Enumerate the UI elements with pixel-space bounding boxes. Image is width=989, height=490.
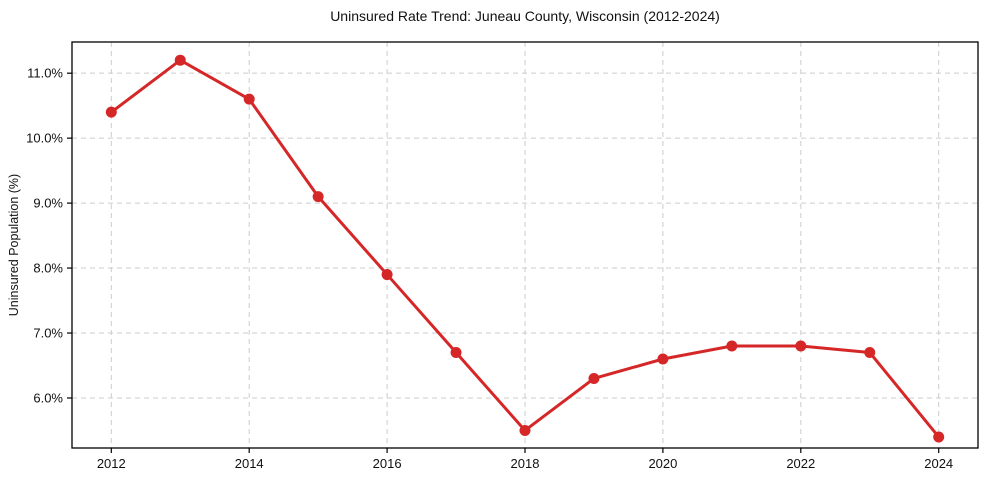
y-tick-label: 6.0%	[33, 390, 63, 405]
data-point-marker	[795, 340, 807, 352]
data-point-marker	[933, 431, 945, 443]
data-point-marker	[450, 347, 462, 359]
x-tick-label: 2018	[511, 456, 540, 471]
x-tick-label: 2012	[97, 456, 126, 471]
data-point-marker	[381, 269, 393, 281]
data-point-marker	[243, 93, 255, 105]
y-tick-label: 9.0%	[33, 196, 63, 211]
y-tick-label: 11.0%	[27, 66, 63, 81]
y-tick-label: 8.0%	[33, 261, 63, 276]
x-tick-label: 2014	[235, 456, 264, 471]
data-point-marker	[312, 191, 324, 203]
data-point-marker	[864, 347, 876, 359]
x-tick-label: 2024	[924, 456, 953, 471]
data-point-marker	[588, 372, 600, 384]
data-point-marker	[174, 54, 186, 66]
y-tick-label: 7.0%	[33, 326, 63, 341]
chart-title: Uninsured Rate Trend: Juneau County, Wis…	[330, 8, 720, 24]
x-tick-label: 2020	[648, 456, 677, 471]
data-point-marker	[726, 340, 738, 352]
y-tick-label: 10.0%	[26, 131, 63, 146]
x-tick-label: 2016	[373, 456, 402, 471]
data-point-marker	[657, 353, 669, 365]
x-tick-label: 2022	[786, 456, 815, 471]
data-point-marker	[519, 424, 531, 436]
data-point-marker	[105, 106, 117, 118]
